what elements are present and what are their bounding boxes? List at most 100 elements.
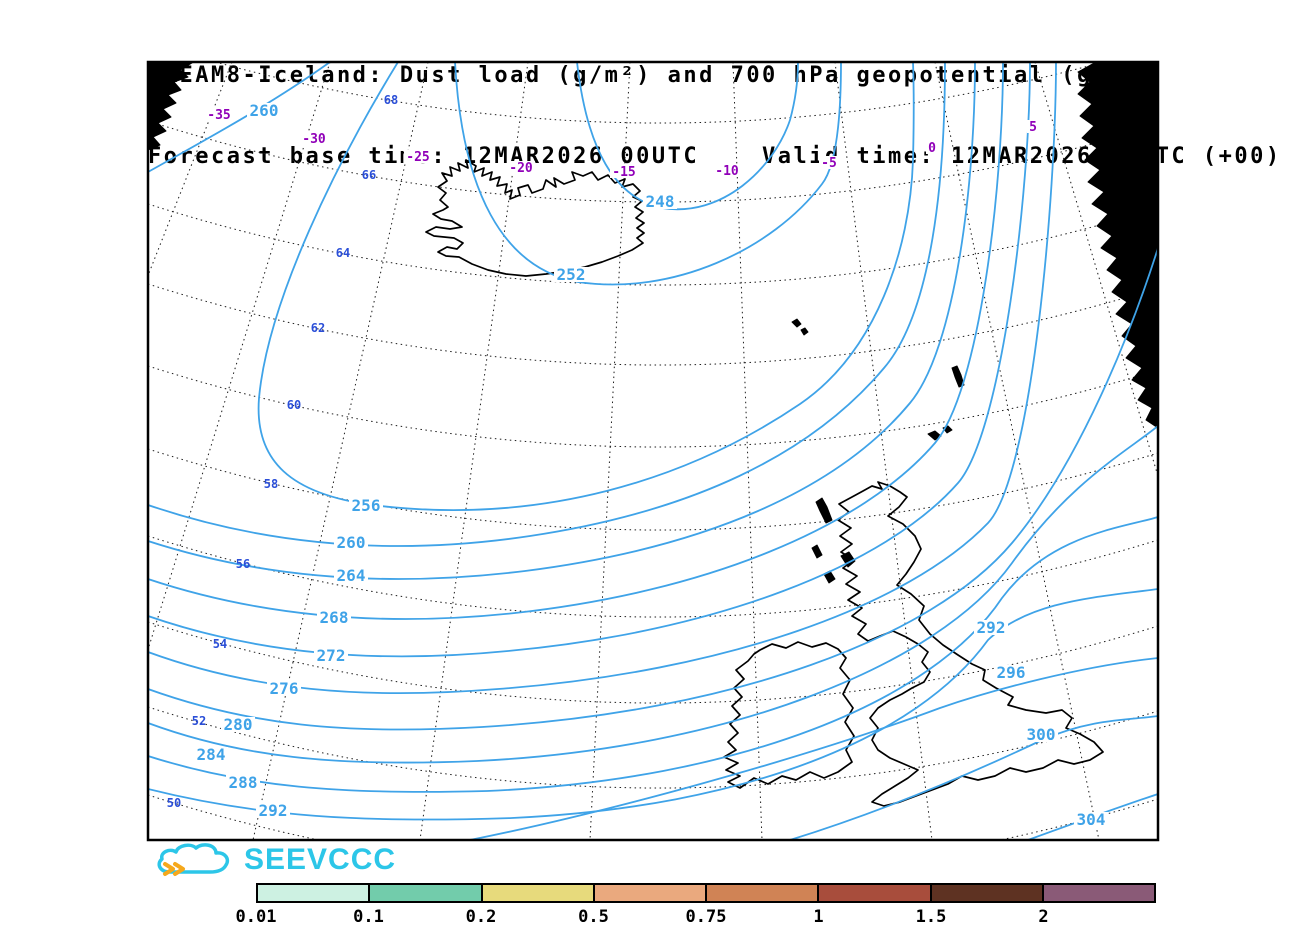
longitude-label: -35	[207, 108, 230, 123]
contour-line-300	[789, 715, 1158, 840]
latitude-label: 52	[192, 714, 206, 728]
chart-title: DREAM8-Iceland: Dust load (g/m²) and 700…	[148, 63, 1156, 88]
geopotential-contour-label-mask	[643, 194, 677, 209]
geopotential-contours	[148, 62, 1158, 840]
geopotential-contour-label-mask	[314, 648, 348, 663]
cloud-icon	[157, 843, 230, 876]
faroe-islands	[791, 318, 809, 336]
geopotential-contour-label: 248	[646, 192, 675, 211]
longitude-label: -30	[302, 132, 326, 147]
colorbar-tick-label: 0.2	[465, 907, 497, 925]
norway-coast	[1077, 62, 1158, 429]
geopotential-contour-label-mask	[194, 747, 228, 762]
latitude-label: 62	[311, 321, 325, 335]
parallel-line	[148, 706, 1158, 789]
geopotential-contour-label: 264	[337, 566, 366, 585]
colorbar-tick-label: 1	[813, 907, 824, 925]
longitude-label-mask	[610, 165, 638, 178]
longitude-label-mask	[1027, 120, 1039, 133]
geopotential-contour-label-mask	[1074, 812, 1108, 827]
hebrides-islands	[811, 497, 856, 584]
geopotential-contour-label-mask	[221, 717, 255, 732]
colorbar-tick-label: 1.5	[915, 907, 947, 925]
meridian-line	[1034, 62, 1158, 479]
colorbar-segment	[819, 885, 932, 901]
contour-line-288	[148, 516, 1158, 793]
ireland-coast	[723, 641, 855, 789]
geopotential-contour-label-mask	[226, 775, 260, 790]
geopotential-contour-label: 276	[270, 679, 299, 698]
longitude-label-mask	[205, 108, 233, 121]
iceland-coast	[425, 159, 645, 277]
meridian-line	[834, 62, 933, 840]
logo-text: SEEVCCC	[244, 843, 397, 876]
latitude-label: 50	[167, 796, 181, 810]
longitude-label: 0	[928, 141, 936, 156]
parallel-line	[148, 120, 1158, 203]
geopotential-contour-label-mask	[256, 803, 290, 818]
contour-line-252	[454, 62, 842, 286]
britain-coast	[837, 481, 1104, 807]
geopotential-contour-label: 304	[1077, 810, 1106, 829]
map-value-labels: -35 -30 -25 -20 -15 -10 -5 0 5 68 66 64 62 60 58 56 54 52…	[167, 93, 1108, 829]
longitude-label: -20	[509, 161, 533, 176]
colorbar-segment	[482, 885, 595, 901]
colorbar-segment	[370, 885, 483, 901]
geopotential-contour-label: 288	[229, 773, 258, 792]
longitude-label: -10	[715, 164, 739, 179]
geopotential-contour-label: 296	[997, 663, 1026, 682]
geopotential-contour-label-mask	[334, 568, 368, 583]
geopotential-contour-label: 284	[197, 745, 226, 764]
latitude-label: 64	[336, 246, 350, 260]
longitude-label-mask	[404, 150, 432, 163]
geopotential-contour-label-mask	[974, 620, 1008, 635]
longitude-label: -25	[406, 150, 429, 165]
shetland-islands	[951, 365, 965, 388]
colorbar-segment	[707, 885, 820, 901]
geopotential-contour-label: 300	[1027, 725, 1056, 744]
longitude-label-mask	[507, 161, 535, 174]
geopotential-contour-label-mask	[554, 267, 588, 282]
longitude-label-mask	[819, 156, 839, 169]
longitude-label-mask	[926, 141, 938, 154]
greenland-coast	[148, 62, 193, 151]
geopotential-contour-label: 292	[977, 618, 1006, 637]
geopotential-contour-label: 260	[250, 101, 279, 120]
geopotential-contour-label-mask	[1024, 727, 1058, 742]
latitude-label: 54	[213, 637, 227, 651]
geopotential-contour-label-mask	[317, 610, 351, 625]
colorbar-tick-label: 0.01	[235, 907, 277, 925]
seevccc-logo: SEEVCCC	[150, 840, 396, 880]
geopotential-contour-label-mask	[247, 103, 281, 118]
dust-load-colorbar: 0.01 0.1 0.2 0.5 0.75 1 1.5 2	[236, 883, 1156, 925]
contour-line-272	[148, 62, 1031, 658]
contour-line-248	[576, 62, 799, 211]
logo-arrows-icon	[163, 862, 185, 876]
latitude-label: 68	[384, 93, 398, 107]
meridian-line	[148, 62, 331, 652]
geopotential-contour-label-mask	[349, 498, 383, 513]
geopotential-contour-label-mask	[994, 665, 1028, 680]
coastlines	[148, 62, 1158, 807]
longitude-label: -15	[612, 165, 635, 180]
contour-line-280	[148, 247, 1158, 731]
colorbar-segment	[931, 885, 1044, 901]
geopotential-contour-label: 292	[259, 801, 288, 820]
latitude-label: 66	[362, 168, 376, 182]
latitude-label: 58	[264, 477, 278, 491]
parallel-line	[148, 203, 1158, 286]
colorbar-tick-label: 0.75	[685, 907, 727, 925]
geopotential-contour-label: 260	[337, 533, 366, 552]
geopotential-contour-label: 252	[557, 265, 586, 284]
colorbar-tick-label: 0.1	[353, 907, 384, 925]
contour-line-284	[148, 425, 1158, 764]
map-border	[146, 60, 1160, 842]
longitude-label: 5	[1029, 120, 1037, 135]
contour-line-292	[148, 588, 1158, 821]
longitude-label-mask	[300, 132, 328, 145]
meridian-line	[252, 62, 429, 840]
meridian-line	[419, 62, 529, 840]
contour-line-260	[148, 62, 946, 547]
contour-line-264	[148, 62, 976, 580]
